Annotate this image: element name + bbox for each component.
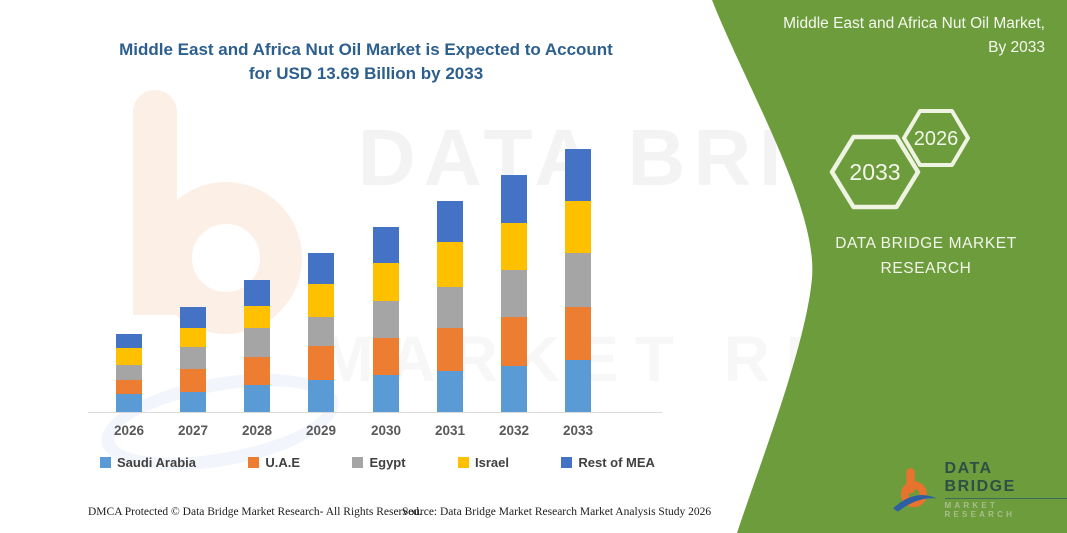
x-axis-label-2028: 2028 <box>241 423 273 438</box>
bar-segment-2030-rest-of-mea <box>373 226 399 264</box>
legend-label: Israel <box>475 455 509 470</box>
panel-heading-line1: Middle East and Africa Nut Oil Market, <box>783 15 1045 32</box>
chart-title: Middle East and Africa Nut Oil Market is… <box>70 38 662 86</box>
bar-segment-2031-egypt <box>437 286 463 328</box>
bar-segment-2032-saudi-arabia <box>501 365 527 412</box>
bar-segment-2030-egypt <box>373 300 399 338</box>
panel-brand: DATA BRIDGE MARKET RESEARCH <box>810 231 1042 281</box>
bar-segment-2026-egypt <box>116 364 142 381</box>
bar-2031 <box>437 201 463 412</box>
legend-label: Saudi Arabia <box>117 455 196 470</box>
bar-segment-2030-u-a-e <box>373 338 399 375</box>
legend-item-saudi-arabia: Saudi Arabia <box>100 455 196 470</box>
bar-segment-2027-rest-of-mea <box>180 306 206 329</box>
bar-segment-2033-u-a-e <box>565 306 591 361</box>
bar-segment-2026-saudi-arabia <box>116 394 142 412</box>
dmca-footer-text: DMCA Protected © Data Bridge Market Rese… <box>88 506 422 518</box>
bar-segment-2033-egypt <box>565 253 591 307</box>
bar-segment-2033-israel <box>565 201 591 254</box>
x-axis-label-2032: 2032 <box>498 423 530 438</box>
bar-segment-2027-israel <box>180 328 206 348</box>
bar-segment-2026-israel <box>116 348 142 365</box>
x-axis-line <box>88 412 662 413</box>
legend-label: Egypt <box>369 455 406 470</box>
legend-swatch-icon <box>248 457 260 468</box>
bar-segment-2031-u-a-e <box>437 328 463 371</box>
hexagon-2026-label: 2026 <box>914 128 959 150</box>
data-bridge-logo: DATA BRIDGE MARKET RESEARCH <box>893 460 1067 519</box>
panel-heading-line2: By 2033 <box>988 39 1045 56</box>
legend-swatch-icon <box>561 457 573 468</box>
bar-segment-2027-u-a-e <box>180 368 206 392</box>
bar-segment-2026-u-a-e <box>116 380 142 395</box>
x-axis-label-2030: 2030 <box>370 423 402 438</box>
panel-heading: Middle East and Africa Nut Oil Market, B… <box>715 12 1045 60</box>
bar-segment-2032-u-a-e <box>501 317 527 366</box>
bar-2033 <box>565 148 591 412</box>
stacked-bar-chart: 2026 2027 2028 2029 2030 2031 2032 2033 <box>88 148 662 438</box>
logo-b-bowl <box>900 480 927 507</box>
x-axis-label-2026: 2026 <box>113 423 145 438</box>
bar-segment-2029-rest-of-mea <box>308 253 334 285</box>
bar-segment-2026-rest-of-mea <box>116 333 142 349</box>
bar-segment-2032-israel <box>501 223 527 270</box>
legend-swatch-icon <box>352 457 364 468</box>
bar-segment-2032-rest-of-mea <box>501 174 527 224</box>
x-axis-label-2027: 2027 <box>177 423 209 438</box>
legend-item-u-a-e: U.A.E <box>248 455 300 470</box>
bar-segment-2030-saudi-arabia <box>373 374 399 412</box>
bar-2030 <box>373 226 399 412</box>
legend-label: Rest of MEA <box>578 455 655 470</box>
chart-title-line2: for USD 13.69 Billion by 2033 <box>248 64 484 83</box>
bar-segment-2028-egypt <box>244 328 270 358</box>
data-bridge-logo-icon <box>893 467 937 512</box>
bar-2028 <box>244 279 270 412</box>
legend-label: U.A.E <box>265 455 301 470</box>
bar-segment-2033-rest-of-mea <box>565 148 591 202</box>
chart-legend: Saudi Arabia U.A.E Egypt Israel Rest of MEA <box>100 455 655 470</box>
bar-segment-2028-israel <box>244 305 270 329</box>
x-axis-label-2033: 2033 <box>562 423 594 438</box>
bar-2026 <box>116 333 142 412</box>
x-axis-label-2031: 2031 <box>434 423 466 438</box>
logo-name: DATA BRIDGE <box>944 460 1067 499</box>
bar-segment-2028-rest-of-mea <box>244 279 270 306</box>
green-panel-shape <box>712 0 1067 533</box>
bar-segment-2029-egypt <box>308 316 334 347</box>
bar-segment-2028-saudi-arabia <box>244 384 270 412</box>
logo-subtitle: MARKET RESEARCH <box>944 501 1016 519</box>
legend-swatch-icon <box>100 457 111 468</box>
bar-2029 <box>308 253 334 412</box>
source-footer-text: Source: Data Bridge Market Research Mark… <box>402 506 712 518</box>
legend-item-israel: Israel <box>458 455 509 470</box>
panel-brand-line1: DATA BRIDGE MARKET <box>835 235 1017 252</box>
bar-segment-2029-israel <box>308 284 334 317</box>
chart-title-line1: Middle East and Africa Nut Oil Market is… <box>119 40 613 59</box>
bar-segment-2031-israel <box>437 241 463 287</box>
bar-2027 <box>180 306 206 412</box>
legend-item-egypt: Egypt <box>352 455 406 470</box>
bar-2032 <box>501 174 527 412</box>
bar-segment-2028-u-a-e <box>244 357 270 385</box>
bar-segment-2032-egypt <box>501 269 527 317</box>
hexagon-2033-label: 2033 <box>849 159 900 185</box>
hexagon-2033-outline <box>829 134 921 210</box>
logo-swoosh <box>893 494 937 512</box>
logo-text-block: DATA BRIDGE MARKET RESEARCH <box>944 460 1067 519</box>
bar-segment-2027-egypt <box>180 347 206 369</box>
legend-item-rest-of-mea: Rest of MEA <box>561 455 655 470</box>
bar-segment-2027-saudi-arabia <box>180 392 206 412</box>
bar-segment-2033-saudi-arabia <box>565 360 591 412</box>
hexagon-2026-outline <box>902 109 970 167</box>
bar-segment-2029-u-a-e <box>308 346 334 381</box>
bar-segment-2030-israel <box>373 263 399 301</box>
legend-swatch-icon <box>458 457 469 468</box>
bar-segment-2029-saudi-arabia <box>308 380 334 412</box>
bar-segment-2031-saudi-arabia <box>437 370 463 412</box>
x-axis-label-2029: 2029 <box>305 423 337 438</box>
bar-segment-2031-rest-of-mea <box>437 201 463 242</box>
panel-brand-line2: RESEARCH <box>880 260 972 277</box>
